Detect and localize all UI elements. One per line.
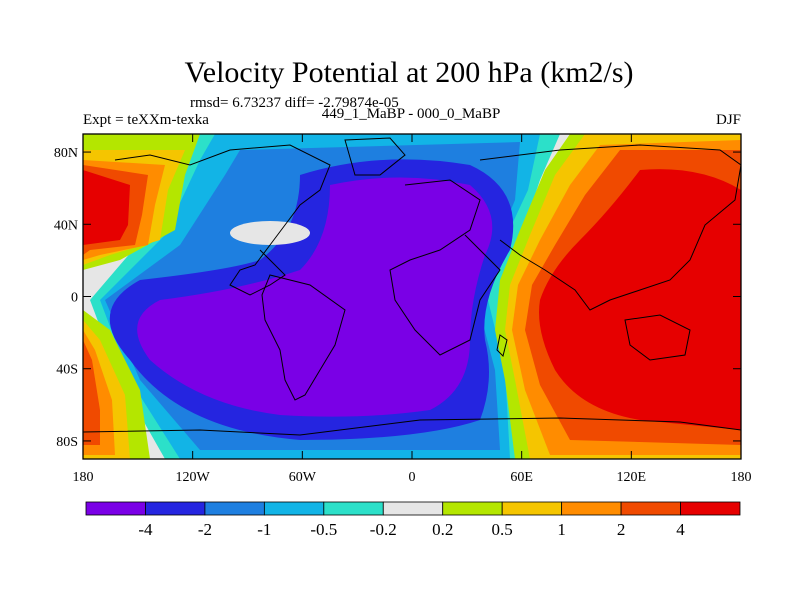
x-tick-label: 0 <box>409 470 416 485</box>
contour-west-pos5 <box>83 170 130 245</box>
colorbar-label: -0.5 <box>310 520 337 539</box>
colorbar-swatch <box>680 501 741 516</box>
y-tick-label: 40S <box>56 363 78 378</box>
colorbar-label: 2 <box>617 520 626 539</box>
colorbar-labels: -4 -2 -1 -0.5 -0.2 0.2 0.5 1 2 4 <box>138 520 685 539</box>
y-tick-label: 0 <box>71 291 78 306</box>
coastlines <box>83 137 741 436</box>
colorbar-label: 4 <box>676 520 685 539</box>
colorbar-label: -4 <box>138 520 153 539</box>
x-tick-label: 120E <box>617 470 647 485</box>
colorbar-swatch <box>204 501 265 516</box>
y-axis: 80N 40N 0 40S 80S <box>54 146 741 450</box>
x-tick-label: 60W <box>289 470 317 485</box>
colorbar-label: 0.5 <box>492 520 513 539</box>
map-field <box>83 134 741 459</box>
x-tick-label: 180 <box>731 470 752 485</box>
chart-title: Velocity Potential at 200 hPa (km2/s) <box>184 56 633 89</box>
colorbar-swatch <box>561 501 622 516</box>
colorbar-label: 1 <box>557 520 566 539</box>
colorbar-swatch <box>442 501 503 516</box>
left-label: Expt = teXXm-texka <box>83 112 209 128</box>
x-tick-label: 60E <box>510 470 533 485</box>
colorbar-swatch <box>501 501 563 516</box>
y-tick-label: 80N <box>54 146 78 161</box>
colorbar-label: -0.2 <box>370 520 397 539</box>
contour-pos5 <box>539 169 741 430</box>
colorbar-label: 0.2 <box>432 520 453 539</box>
colorbar-label: -2 <box>198 520 212 539</box>
contour-zero-patch <box>230 221 310 245</box>
right-label: DJF <box>716 112 741 128</box>
stats-label: rmsd= 6.73237 diff= -2.79874e-05 <box>190 95 399 111</box>
contour-sw-pos4 <box>83 340 100 445</box>
colorbar-swatch <box>145 501 206 516</box>
y-tick-label: 40N <box>54 218 78 233</box>
colorbar-swatch <box>263 501 325 516</box>
colorbar <box>85 501 741 516</box>
x-axis: 180 120W 60W 0 60E 120E 180 <box>73 134 752 485</box>
colorbar-swatch <box>323 501 384 516</box>
contour-neg5 <box>137 177 493 417</box>
x-tick-label: 120W <box>176 470 211 485</box>
colorbar-swatch <box>620 501 681 516</box>
y-tick-label: 80S <box>56 435 78 450</box>
colorbar-swatch <box>85 501 146 516</box>
center-label: 449_1_MaBP - 000_0_MaBP <box>322 106 501 122</box>
colorbar-swatch <box>382 501 444 516</box>
x-tick-label: 180 <box>73 470 94 485</box>
colorbar-label: -1 <box>257 520 271 539</box>
